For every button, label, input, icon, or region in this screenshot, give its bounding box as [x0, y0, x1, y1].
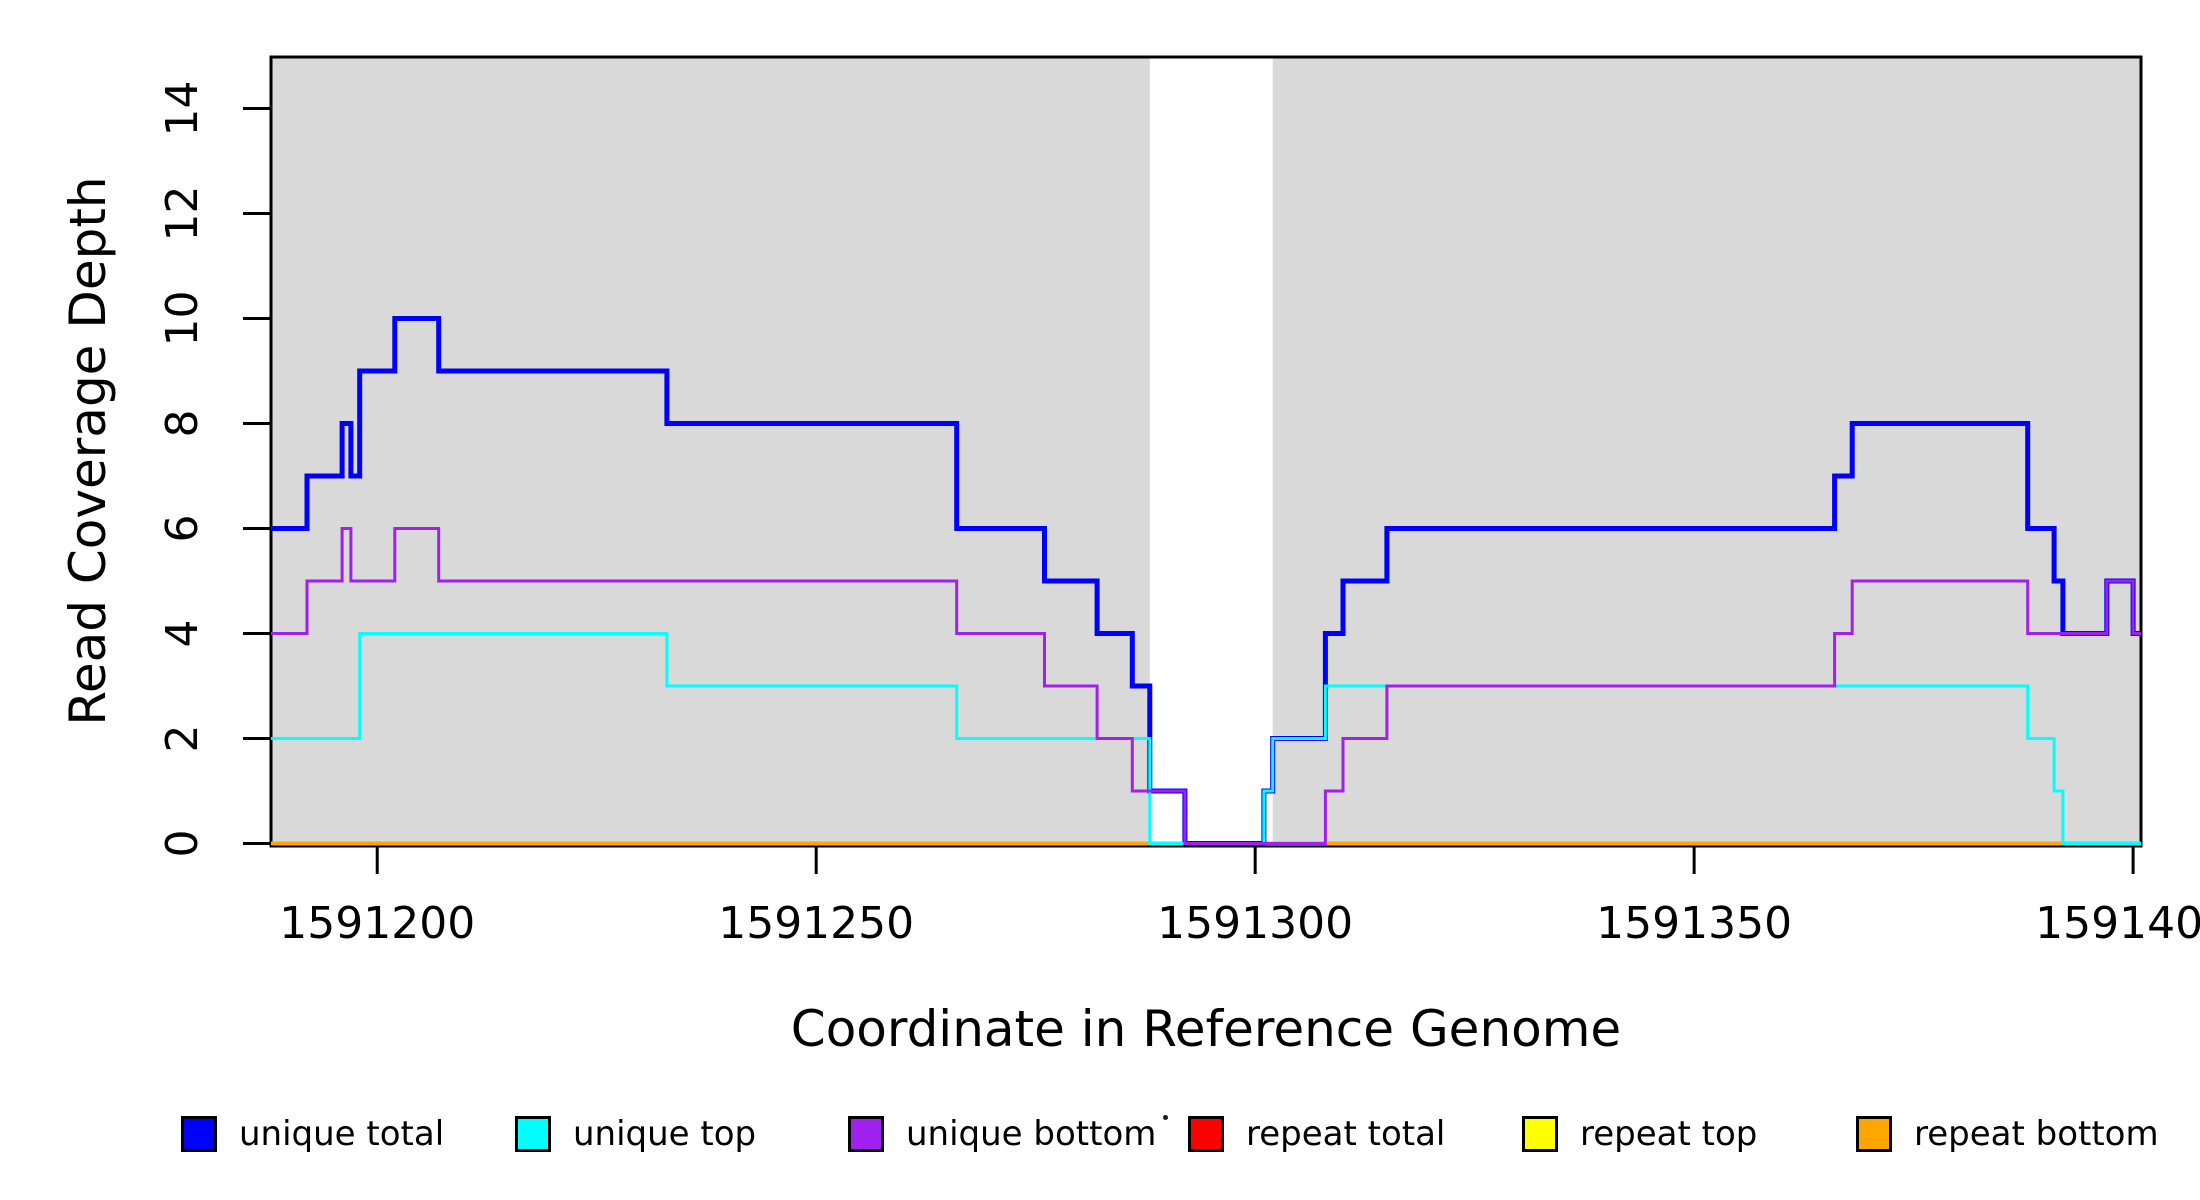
series-unique-top	[271, 632, 2141, 845]
x-axis-title: Coordinate in Reference Genome	[790, 1000, 1622, 1058]
legend-item-repeat-total: repeat total	[1188, 1114, 1445, 1154]
y-axis-title: Read Coverage Depth	[59, 176, 117, 726]
legend-label: unique top	[573, 1114, 757, 1154]
legend-label: repeat top	[1580, 1114, 1758, 1154]
x-tick-label: 1591250	[718, 898, 914, 949]
y-tick-label: 14	[157, 81, 208, 137]
masked-region	[1272, 57, 2141, 846]
x-tick-label: 1591350	[1596, 898, 1792, 949]
y-tick-label: 12	[157, 186, 208, 242]
y-tick-label: 8	[157, 410, 208, 438]
legend-item-repeat-top: repeat top	[1522, 1114, 1757, 1154]
legend-label: unique total	[239, 1114, 445, 1154]
legend-swatch-unique-top	[515, 1116, 551, 1152]
y-tick-label: 4	[157, 620, 208, 648]
legend-swatch-repeat-top	[1522, 1116, 1558, 1152]
masked-region	[271, 57, 1150, 846]
legend-item-unique-bottom: unique bottom	[848, 1114, 1156, 1154]
stray-point-artifact	[1163, 1115, 1168, 1120]
legend-label: repeat bottom	[1914, 1114, 2159, 1154]
legend-item-unique-total: unique total	[181, 1114, 444, 1154]
y-tick-label: 2	[157, 725, 208, 753]
y-tick-label: 6	[157, 515, 208, 543]
legend-item-repeat-bottom: repeat bottom	[1856, 1114, 2159, 1154]
legend-label: repeat total	[1246, 1114, 1446, 1154]
legend-swatch-repeat-total	[1188, 1116, 1224, 1152]
y-tick-label: 0	[157, 830, 208, 858]
legend-swatch-unique-total	[181, 1116, 217, 1152]
legend-label: unique bottom	[906, 1114, 1157, 1154]
legend-item-unique-top: unique top	[515, 1114, 756, 1154]
y-tick-label: 10	[157, 291, 208, 347]
legend-swatch-unique-bottom	[848, 1116, 884, 1152]
x-tick-label: 1591200	[279, 898, 475, 949]
x-tick-label: 1591300	[1157, 898, 1353, 949]
series-unique-bottom	[271, 527, 2141, 845]
legend-swatch-repeat-bottom	[1856, 1116, 1892, 1152]
